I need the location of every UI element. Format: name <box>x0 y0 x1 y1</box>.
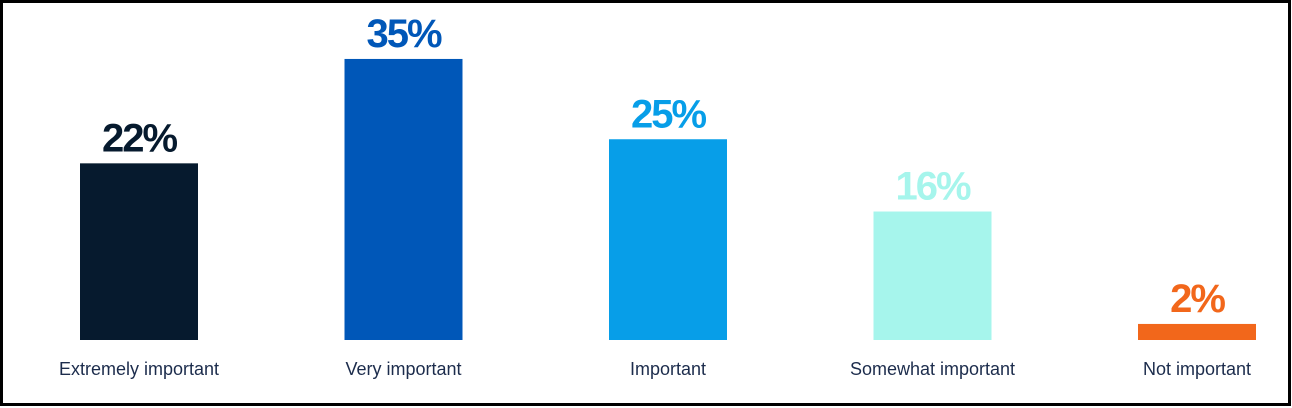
category-label: Somewhat important <box>850 359 1015 379</box>
value-label: 25% <box>631 92 706 136</box>
bar <box>609 139 727 340</box>
bar <box>344 58 463 340</box>
category-label: Extremely important <box>59 359 219 379</box>
value-label: 35% <box>366 12 441 56</box>
category-label: Not important <box>1143 359 1251 379</box>
value-label: 22% <box>102 116 177 160</box>
value-label: 2% <box>1170 277 1225 321</box>
bar <box>80 163 198 340</box>
value-label: 16% <box>895 165 970 209</box>
category-label: Very important <box>345 359 461 379</box>
bar <box>1138 323 1256 340</box>
category-label: Important <box>630 359 706 379</box>
bar <box>873 211 992 340</box>
